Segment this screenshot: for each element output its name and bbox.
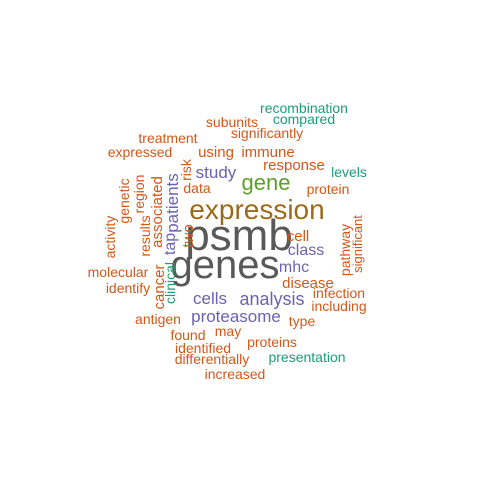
cloud-word-identified: identified <box>175 340 231 356</box>
cloud-word-disease: disease <box>282 275 334 292</box>
cloud-word-expressed: expressed <box>108 144 173 160</box>
cloud-word-pathway: pathway <box>337 224 353 276</box>
cloud-word-treatment: treatment <box>138 130 197 146</box>
cloud-word-recombination: recombination <box>260 100 348 116</box>
cloud-word-class: class <box>288 242 324 259</box>
cloud-word-protein: protein <box>307 181 350 197</box>
cloud-word-gene: gene <box>242 170 291 195</box>
cloud-word-significant: significant <box>350 215 365 273</box>
cloud-word-infection: infection <box>313 285 365 301</box>
cloud-word-antigen: antigen <box>135 311 181 327</box>
cloud-word-expression: expression <box>189 194 324 225</box>
cloud-word-analysis: analysis <box>239 289 304 309</box>
cloud-word-including: including <box>311 298 366 314</box>
cloud-word-response: response <box>263 157 325 174</box>
cloud-word-molecular: molecular <box>88 264 149 280</box>
cloud-word-levels: levels <box>331 164 367 180</box>
cloud-word-using: using <box>198 144 234 161</box>
cloud-word-psmb: psmb <box>185 211 293 260</box>
cloud-word-found: found <box>170 327 205 343</box>
cloud-word-identify: identify <box>106 280 150 296</box>
cloud-word-cell: cell <box>287 228 310 245</box>
cloud-word-type: type <box>289 313 316 329</box>
cloud-word-proteasome: proteasome <box>191 307 281 326</box>
cloud-word-study: study <box>196 163 237 182</box>
cloud-word-subunits: subunits <box>206 114 258 130</box>
cloud-word-significantly: significantly <box>231 125 303 141</box>
cloud-word-risk: risk <box>178 158 194 181</box>
cloud-word-presentation: presentation <box>268 349 345 365</box>
cloud-word-differentially: differentially <box>175 351 249 367</box>
cloud-word-data: data <box>183 180 210 196</box>
cloud-word-immune: immune <box>241 144 294 161</box>
cloud-word-activity: activity <box>102 216 118 259</box>
cloud-word-mhc: mhc <box>279 259 309 276</box>
cloud-word-increased: increased <box>205 366 266 382</box>
cloud-word-associated: associated <box>149 176 166 248</box>
cloud-word-results: results <box>137 215 153 256</box>
cloud-word-region: region <box>131 175 147 214</box>
cloud-word-cells: cells <box>193 289 227 308</box>
cloud-word-genetic: genetic <box>116 178 132 223</box>
cloud-word-two: two <box>180 224 197 247</box>
cloud-word-cancer: cancer <box>151 264 168 309</box>
cloud-word-proteins: proteins <box>247 334 297 350</box>
cloud-word-tap: tap <box>162 233 179 255</box>
cloud-word-genes: genes <box>171 243 280 287</box>
cloud-word-clinical: clinical <box>162 262 178 304</box>
cloud-word-may: may <box>215 323 241 339</box>
cloud-word-compared: compared <box>273 111 335 127</box>
cloud-word-patients: patients <box>163 173 182 233</box>
